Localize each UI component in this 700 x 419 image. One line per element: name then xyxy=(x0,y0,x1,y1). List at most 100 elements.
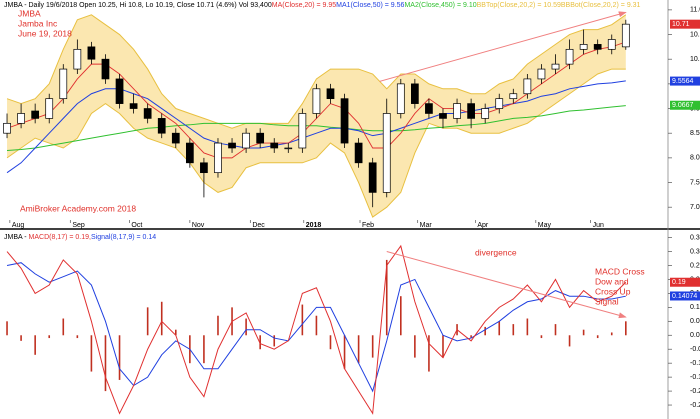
candle-body xyxy=(453,103,461,119)
candle-body xyxy=(129,103,138,109)
bollinger-top xyxy=(6,14,627,129)
histogram-bar xyxy=(259,335,261,350)
candle-body xyxy=(157,118,166,134)
annotation: MACD Cross xyxy=(595,266,645,276)
x-tick-label: Feb xyxy=(362,222,374,229)
candle-body xyxy=(326,88,335,100)
candle-body xyxy=(509,93,518,100)
candle xyxy=(396,78,405,119)
candle-body xyxy=(214,142,222,174)
candle xyxy=(579,29,588,55)
histogram-bar xyxy=(174,329,177,336)
x-tick-label: Jun xyxy=(593,222,604,229)
candle xyxy=(73,39,82,74)
candle xyxy=(171,128,180,148)
candle xyxy=(607,34,616,55)
value-badge-label: 0.14074 xyxy=(672,293,697,300)
candle xyxy=(495,93,504,114)
candle-body xyxy=(607,39,616,50)
candle xyxy=(298,108,307,153)
value-badge xyxy=(670,100,700,110)
candle-body xyxy=(523,78,532,95)
candle xyxy=(368,157,377,208)
histogram-bar xyxy=(245,318,247,336)
candle xyxy=(59,64,68,104)
candle xyxy=(115,74,124,109)
annotation: Dow and xyxy=(595,276,629,286)
candle-body xyxy=(396,83,405,114)
histogram-bar xyxy=(554,324,557,336)
candle xyxy=(157,113,166,139)
candle xyxy=(467,98,475,129)
legend-entry: MA2(Close,450) = 9.10 xyxy=(404,2,476,9)
candle xyxy=(129,93,138,114)
histogram-bar xyxy=(512,324,515,336)
histogram-bar xyxy=(526,318,529,336)
histogram-bar xyxy=(610,332,613,336)
legend-entry: MACD(8,17) = 0.19, xyxy=(29,234,91,241)
candle-body xyxy=(31,110,40,119)
y-tick-label: -0.25 xyxy=(690,402,700,409)
histogram-bar xyxy=(484,326,486,336)
legend-entry: MA1(Close,50) = 9.56 xyxy=(336,2,404,9)
x-tick-label: Mar xyxy=(420,222,433,229)
y-tick-label: 8.0 xyxy=(690,155,700,162)
y-tick-label: -0.15 xyxy=(690,374,700,381)
candle xyxy=(31,103,40,124)
candle xyxy=(593,39,602,55)
candle-body xyxy=(228,142,236,149)
value-badge xyxy=(670,277,700,287)
histogram-bar xyxy=(62,318,65,336)
candle xyxy=(17,103,25,129)
candle-body xyxy=(368,162,377,193)
candle xyxy=(101,54,110,84)
annotation: Signal xyxy=(595,296,619,306)
x-tick-label: Dec xyxy=(252,222,265,229)
annotation: divergence xyxy=(475,247,517,257)
candle xyxy=(326,83,335,104)
value-badge-label: 9.5564 xyxy=(672,78,694,85)
annotation: AmiBroker Academy.com 2018 xyxy=(20,203,136,213)
candle xyxy=(256,128,265,148)
candle-body xyxy=(45,98,54,119)
histogram-bar xyxy=(625,321,627,336)
histogram-bar xyxy=(357,335,360,364)
y-tick-label: -0.05 xyxy=(690,346,700,353)
legend-entry: Signal(8,17,9) = 0.14 xyxy=(91,234,156,241)
candle xyxy=(312,83,321,119)
candle-body xyxy=(537,68,546,80)
value-badge xyxy=(670,76,700,86)
candle xyxy=(214,138,222,178)
candle xyxy=(340,93,349,148)
candle-body xyxy=(579,44,588,50)
x-tick-label: Apr xyxy=(477,222,489,229)
candle xyxy=(87,41,96,65)
y-tick-label: 10.0 xyxy=(690,56,700,63)
histogram-bar xyxy=(315,315,318,336)
candle xyxy=(45,93,54,124)
x-tick-label: Sep xyxy=(72,222,85,229)
histogram-bar xyxy=(104,335,107,392)
x-tick-label: Nov xyxy=(192,222,205,229)
histogram-bar xyxy=(428,335,430,372)
candle-body xyxy=(73,48,82,70)
candle xyxy=(354,138,363,168)
value-badge-label: 9.0667 xyxy=(672,102,694,109)
x-tick-label: May xyxy=(538,222,552,229)
histogram-bar xyxy=(371,335,374,358)
histogram-bar xyxy=(48,335,51,339)
y-tick-label: -0.20 xyxy=(690,388,700,395)
candle-body xyxy=(551,63,560,70)
histogram-bar xyxy=(6,321,8,336)
legend-header: JMBA - MACD(8,17) = 0.19,Signal(8,17,9) … xyxy=(4,234,156,241)
histogram-bar xyxy=(582,329,585,336)
y-tick-label: -0.10 xyxy=(690,360,700,367)
y-tick-label: 0.00 xyxy=(690,332,700,339)
candle-body xyxy=(354,142,363,164)
candle-body xyxy=(382,113,391,193)
legend-entry: MA(Close,20) = 9.95 xyxy=(272,2,336,9)
histogram-bar xyxy=(34,335,36,355)
candle xyxy=(228,138,236,153)
x-tick-label: Oct xyxy=(131,222,142,229)
histogram-bar xyxy=(217,315,219,336)
